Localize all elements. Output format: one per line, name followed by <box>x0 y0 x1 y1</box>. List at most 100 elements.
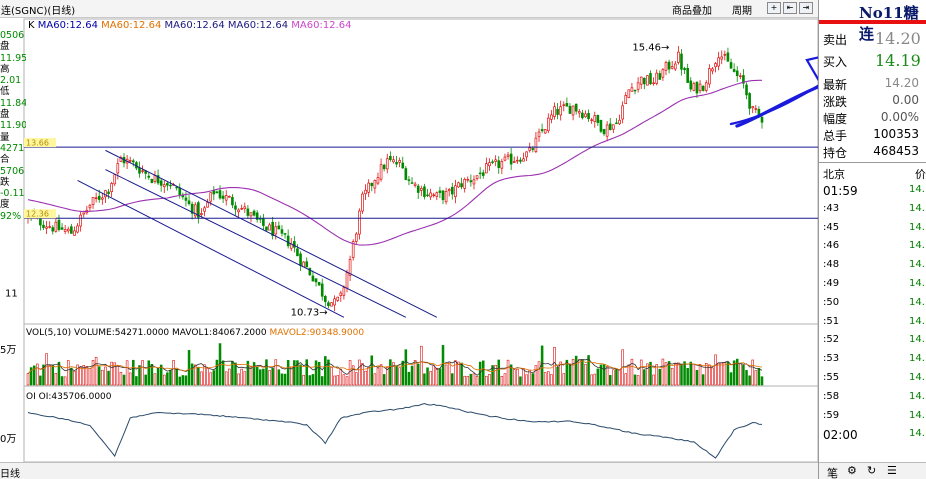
candle-body <box>237 209 240 213</box>
volume-bar <box>82 365 86 386</box>
candle-body <box>559 106 563 116</box>
volume-bar <box>197 366 200 386</box>
left-panel-value: 0506 <box>0 30 25 41</box>
candle-body <box>729 62 733 69</box>
candle-body <box>584 113 587 118</box>
candle-body <box>537 131 541 138</box>
volume-bar <box>76 364 79 386</box>
stat-value: 0.00% <box>880 110 919 124</box>
candle-body <box>147 175 151 178</box>
volume-bar <box>500 376 504 386</box>
volume-bar <box>568 363 572 386</box>
volume-bar <box>172 360 175 386</box>
volume-bar <box>141 360 144 386</box>
volume-bar <box>624 373 627 386</box>
volume-bar <box>444 364 448 386</box>
candle-body <box>711 68 714 72</box>
candle-body <box>193 204 197 217</box>
volume-bar <box>122 374 126 386</box>
tick-price: 14. <box>909 221 925 233</box>
candle-body <box>243 206 247 210</box>
toolbar-button-2[interactable]: ⇤ <box>783 2 797 14</box>
candle-body <box>141 170 144 172</box>
candle-body <box>209 192 213 202</box>
candle-body <box>293 241 296 248</box>
candle-body <box>324 296 327 302</box>
candle-body <box>101 197 104 200</box>
volume-bar <box>466 376 470 386</box>
volume-bar <box>723 362 727 386</box>
volume-bar <box>265 359 268 386</box>
volume-bar <box>413 360 417 386</box>
candle-body <box>751 106 755 109</box>
high-annotation: 15.46→ <box>632 43 669 54</box>
volume-bar <box>652 374 655 386</box>
candle-body <box>485 163 488 174</box>
candle-body <box>178 187 182 195</box>
tick-price: 14. <box>909 240 925 252</box>
candle-body <box>723 54 727 56</box>
volume-bar <box>612 369 615 386</box>
candle-body <box>320 283 324 297</box>
volume-bar <box>547 371 550 386</box>
volume-bar <box>268 370 271 386</box>
volume-bar <box>745 370 748 386</box>
kline-chart[interactable]: K MA60:12.64 MA60:12.64 MA60:12.64 MA60:… <box>0 18 818 462</box>
tick-price: 14. <box>909 296 925 308</box>
candle-body <box>661 69 665 78</box>
candle-body <box>66 228 70 232</box>
candle-body <box>63 229 67 232</box>
list-icon[interactable]: ☰ <box>887 464 897 477</box>
trades-tab[interactable]: 笔 ⚙ ↻ ☰ <box>819 462 926 479</box>
toolbar-button-3[interactable]: ⇥ <box>799 2 813 14</box>
volume-bar <box>451 373 454 386</box>
volume-bar <box>646 363 649 386</box>
volume-legend-item: MAVOL1:84067.2000 <box>172 328 269 338</box>
volume-bar <box>593 373 597 386</box>
candle-body <box>262 218 265 226</box>
stat-label: 最新 <box>823 78 848 92</box>
ma-header: K MA60:12.64 MA60:12.64 MA60:12.64 MA60:… <box>28 20 351 31</box>
toolbar-button-1[interactable]: + <box>767 2 781 14</box>
volume-bar <box>565 359 569 386</box>
candle-body <box>655 72 659 84</box>
settings-icon[interactable]: ⚙ <box>847 464 857 477</box>
tick-time: 01:59 <box>823 184 858 198</box>
candle-body <box>667 61 671 70</box>
volume-bar <box>454 360 457 386</box>
volume-bar <box>333 375 336 386</box>
candle-body <box>296 248 299 257</box>
candle-body <box>358 210 361 235</box>
candle-body <box>698 83 702 92</box>
volume-bar <box>206 368 209 386</box>
candle-body <box>370 182 374 187</box>
left-panel-value: 盘 <box>0 41 10 53</box>
candle-body <box>314 278 318 283</box>
oi-header: OI OI:435706.0000 <box>26 392 112 402</box>
candle-body <box>51 227 55 232</box>
k-label: K <box>28 20 38 31</box>
chart-labels: K MA60:12.64 MA60:12.64 MA60:12.64 MA60:… <box>0 20 669 445</box>
candle-body <box>596 114 600 123</box>
tick-time: :52 <box>823 334 840 346</box>
indicator-lines <box>24 79 818 318</box>
volume-bar <box>401 360 405 386</box>
volume-bar <box>537 361 541 386</box>
candle-body <box>305 261 309 268</box>
volume-bar <box>110 361 113 386</box>
candle-body <box>197 202 200 218</box>
period-button[interactable]: 周期 <box>732 6 752 17</box>
candle-body <box>500 161 504 169</box>
volume-bar <box>683 361 686 386</box>
candle-body <box>432 194 436 197</box>
refresh-icon[interactable]: ↻ <box>867 464 877 477</box>
overlay-button[interactable]: 商品叠加 <box>672 6 712 17</box>
candle-body <box>469 180 473 183</box>
candle-body <box>221 195 225 199</box>
volume-bar <box>101 369 104 386</box>
volume-bar <box>410 365 414 386</box>
candle-body <box>206 202 209 208</box>
candle-body <box>630 87 634 92</box>
volume-bar <box>389 359 392 386</box>
volume-bar <box>29 367 33 386</box>
